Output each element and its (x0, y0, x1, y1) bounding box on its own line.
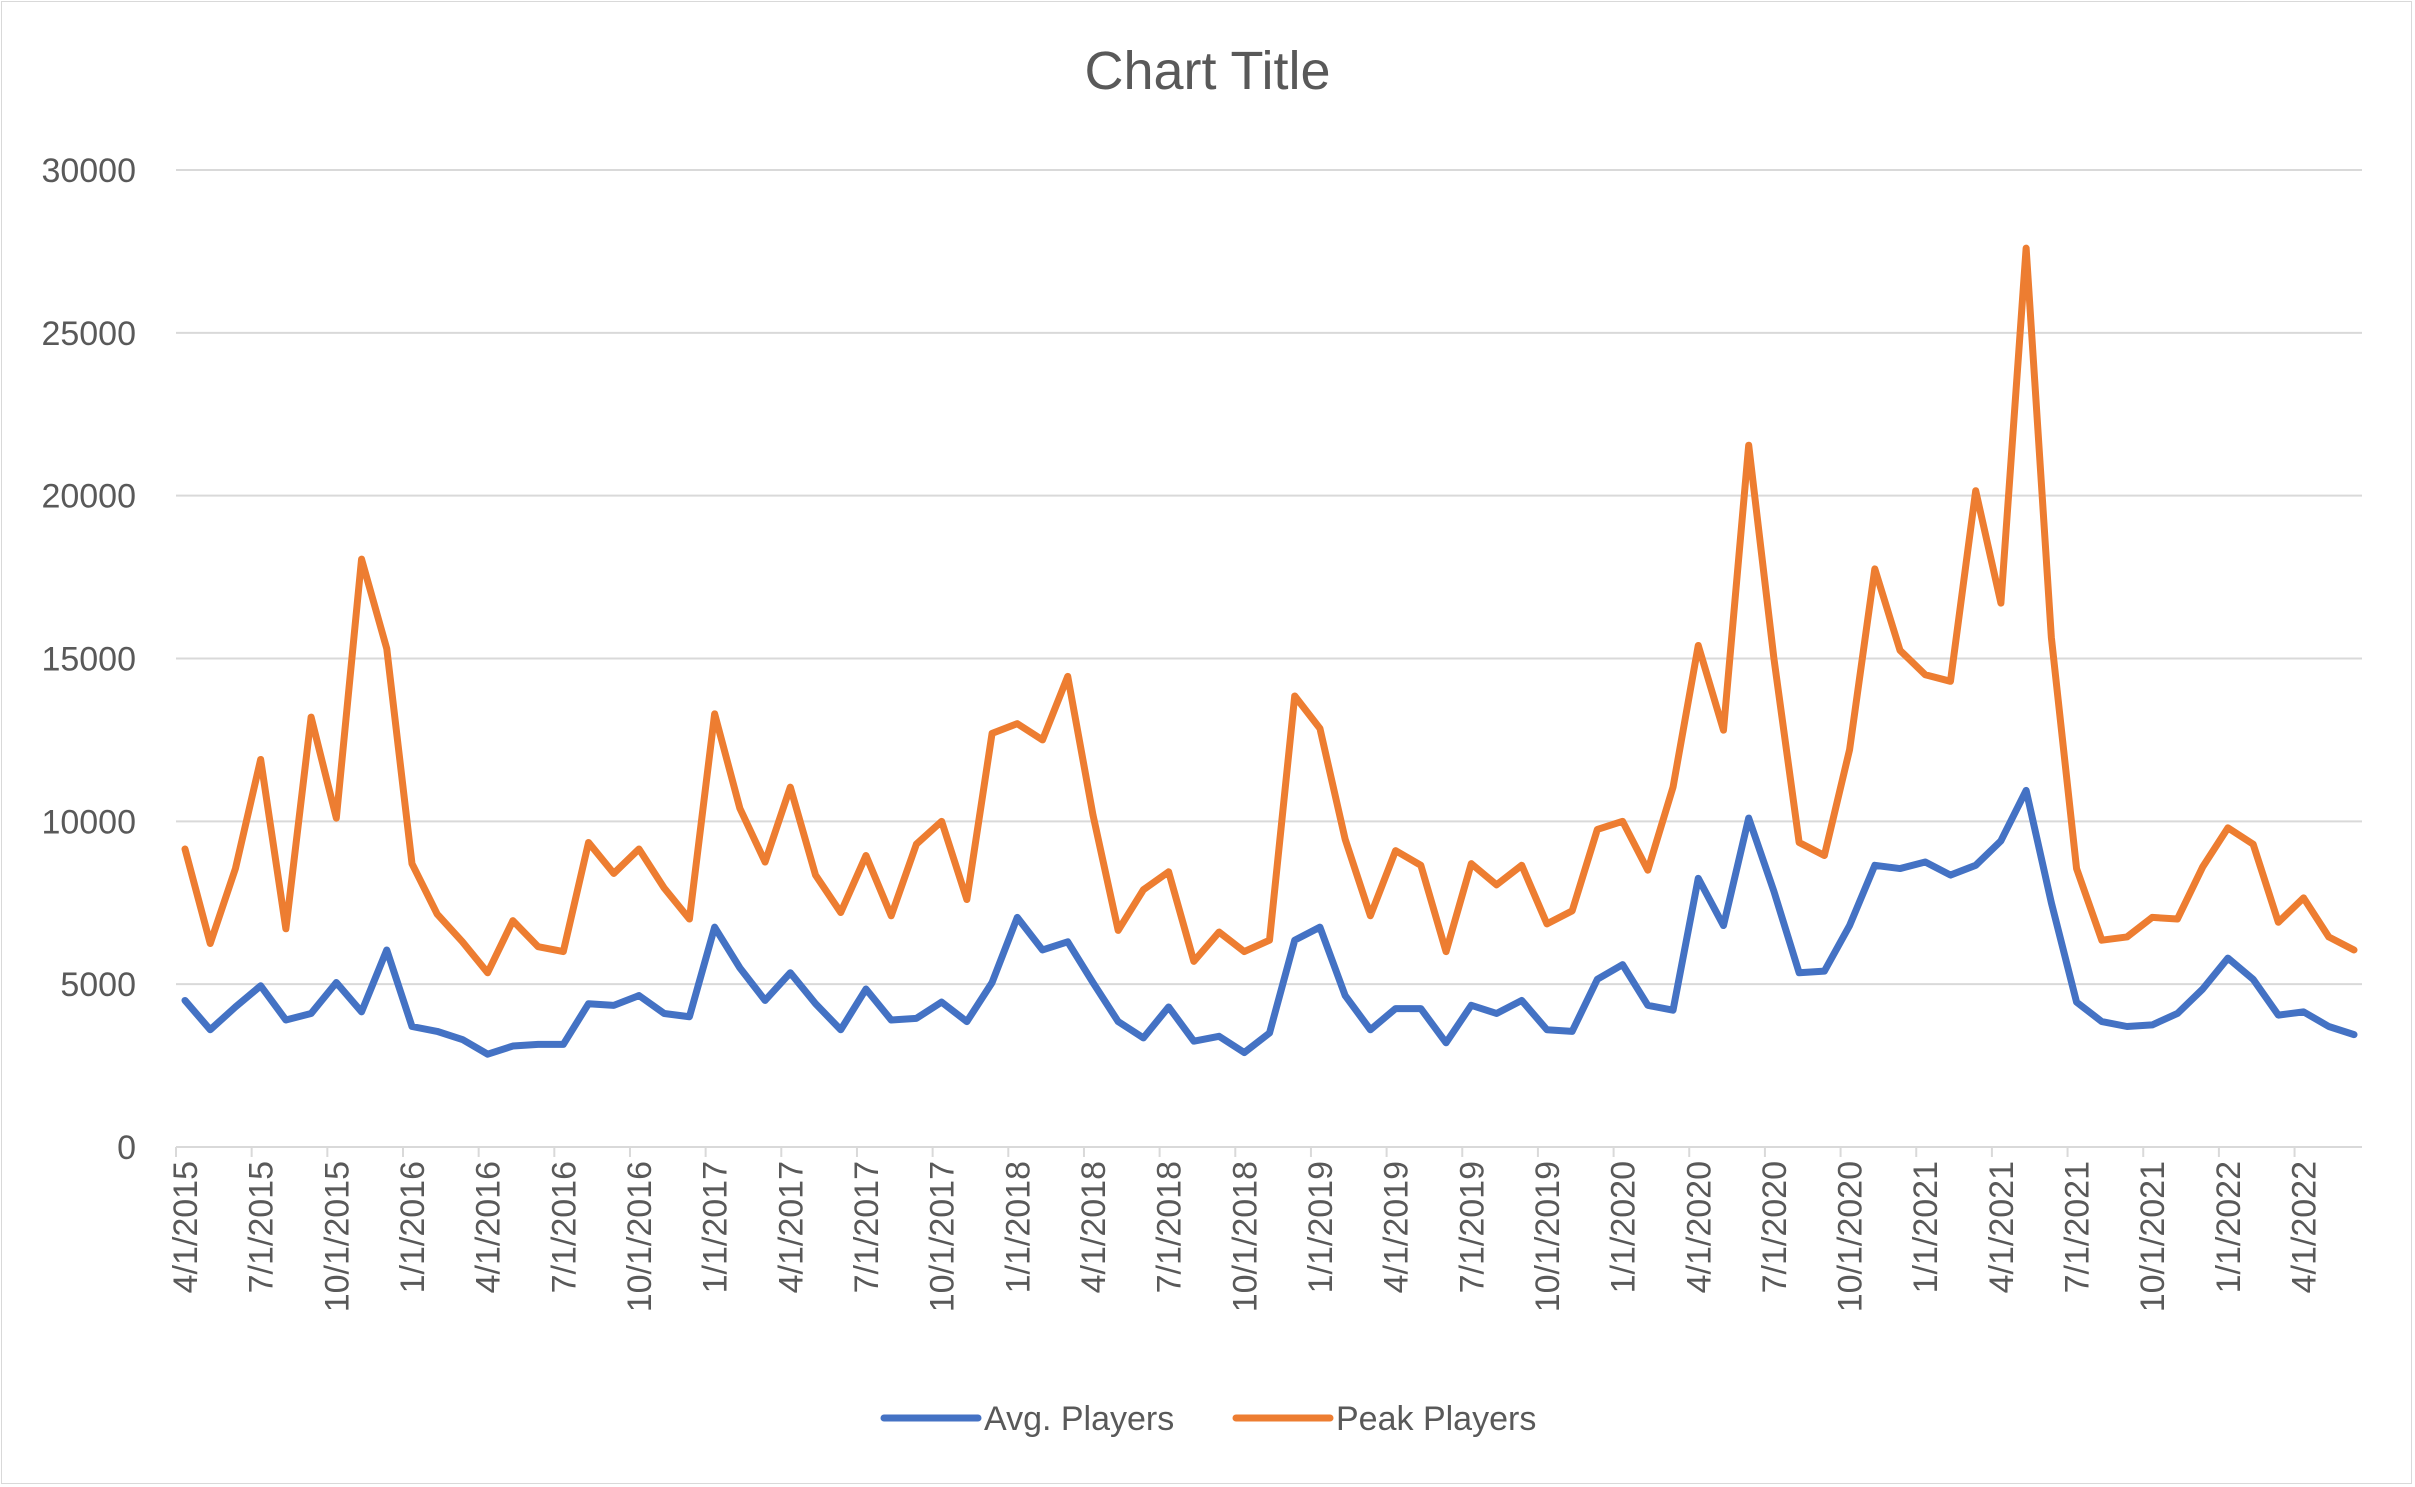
x-tick-label: 10/1/2017 (924, 1161, 962, 1312)
x-tick-label: 10/1/2021 (2134, 1161, 2172, 1312)
x-axis: 4/1/2015 7/1/2015 10/1/2015 1/1/2016 4/1/201… (167, 1146, 2362, 1312)
y-tick-label: 20000 (41, 478, 136, 516)
legend-label: Peak Players (1336, 1400, 1536, 1438)
x-tick-label: 1/1/2016 (394, 1161, 432, 1293)
x-tick-label: 10/1/2015 (318, 1161, 356, 1312)
chart-title: Chart Title (1084, 41, 1331, 101)
series-line-peak-players[interactable] (181, 244, 2358, 977)
y-tick-label: 10000 (41, 803, 136, 841)
x-tick-label: 1/1/2022 (2210, 1161, 2248, 1293)
legend[interactable]: Avg. Players Peak Players (880, 1400, 1536, 1438)
x-tick-label: 10/1/2020 (1832, 1161, 1870, 1312)
x-tick-label: 10/1/2019 (1529, 1161, 1567, 1312)
x-tick-label: 4/1/2022 (2286, 1161, 2324, 1293)
x-tick-label: 4/1/2021 (1983, 1161, 2021, 1293)
x-tick-label: 4/1/2017 (772, 1161, 810, 1293)
legend-label: Avg. Players (984, 1400, 1174, 1438)
x-tick-label: 7/1/2019 (1453, 1161, 1491, 1293)
x-tick-label: 1/1/2017 (697, 1161, 735, 1293)
x-tick-label: 1/1/2021 (1907, 1161, 1945, 1293)
series-line-avg-players[interactable] (181, 786, 2358, 1058)
y-axis-tick-labels: 0 5000 10000 15000 20000 25000 30000 (41, 152, 136, 1167)
y-tick-label: 25000 (41, 315, 136, 353)
x-tick-label: 4/1/2019 (1378, 1161, 1416, 1293)
x-tick-label: 1/1/2019 (1302, 1161, 1340, 1293)
x-tick-label: 7/1/2017 (848, 1161, 886, 1293)
y-tick-label: 0 (117, 1129, 136, 1167)
legend-item[interactable]: Peak Players (1232, 1400, 1536, 1438)
gridlines (176, 169, 2362, 986)
y-tick-label: 30000 (41, 152, 136, 190)
x-tick-label: 7/1/2020 (1756, 1161, 1794, 1293)
y-tick-label: 5000 (60, 966, 136, 1004)
x-tick-label: 7/1/2018 (1151, 1161, 1189, 1293)
series-lines (181, 244, 2358, 1058)
x-tick-label: 1/1/2020 (1605, 1161, 1643, 1293)
x-tick-label: 4/1/2016 (470, 1161, 508, 1293)
legend-item[interactable]: Avg. Players (880, 1400, 1174, 1438)
x-tick-label: 4/1/2018 (1075, 1161, 1113, 1293)
x-tick-label: 4/1/2015 (167, 1161, 205, 1293)
y-tick-label: 15000 (41, 641, 136, 679)
x-tick-label: 7/1/2016 (545, 1161, 583, 1293)
x-tick-label: 4/1/2020 (1680, 1161, 1718, 1293)
x-tick-label: 10/1/2016 (621, 1161, 659, 1312)
x-tick-label: 7/1/2015 (243, 1161, 281, 1293)
x-tick-label: 10/1/2018 (1226, 1161, 1264, 1312)
x-tick-label: 7/1/2021 (2059, 1161, 2097, 1293)
x-tick-label: 1/1/2018 (999, 1161, 1037, 1293)
